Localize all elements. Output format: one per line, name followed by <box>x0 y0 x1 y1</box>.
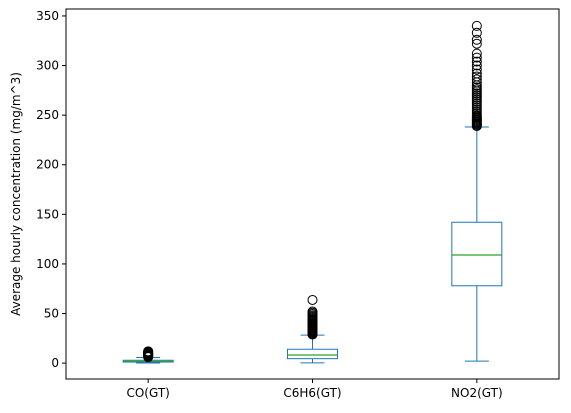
outlier-point <box>471 74 482 85</box>
y-axis: 0 50 100 150 200 250 300 350 <box>36 9 66 370</box>
outlier-point <box>471 52 482 63</box>
outlier-point <box>471 68 482 79</box>
outlier-point <box>307 306 318 317</box>
outlier-point <box>471 34 482 45</box>
outlier-point <box>471 20 482 31</box>
outlier-point <box>471 60 482 71</box>
box-iqr <box>451 221 503 287</box>
x-tick-label: C6H6(GT) <box>283 386 341 400</box>
outlier-point <box>307 294 318 305</box>
plot-frame <box>65 8 560 380</box>
y-tick-label: 300 <box>36 59 59 73</box>
box-group <box>287 294 338 364</box>
y-tick-label: 150 <box>36 207 59 221</box>
boxes <box>122 20 503 364</box>
y-tick-label: 0 <box>51 356 59 370</box>
y-tick-label: 100 <box>36 257 59 271</box>
x-tick-label: CO(GT) <box>126 386 169 400</box>
box-group <box>451 20 503 362</box>
outlier-point <box>471 48 482 59</box>
y-tick-label: 350 <box>36 9 59 23</box>
x-axis: CO(GT) C6H6(GT) NO2(GT) <box>126 379 503 400</box>
box-iqr <box>287 348 338 360</box>
outlier-point <box>471 27 482 38</box>
outlier-point <box>471 38 482 49</box>
x-tick-label: NO2(GT) <box>451 386 503 400</box>
y-axis-label: Average hourly concentration (mg/m^3) <box>9 72 23 316</box>
outlier-point <box>471 71 482 82</box>
outlier-point <box>471 64 482 75</box>
outlier-point <box>471 56 482 67</box>
y-tick-label: 200 <box>36 158 59 172</box>
y-tick-label: 250 <box>36 108 59 122</box>
box-group <box>122 346 174 364</box>
outlier-point <box>143 346 154 357</box>
y-tick-label: 50 <box>44 307 59 321</box>
